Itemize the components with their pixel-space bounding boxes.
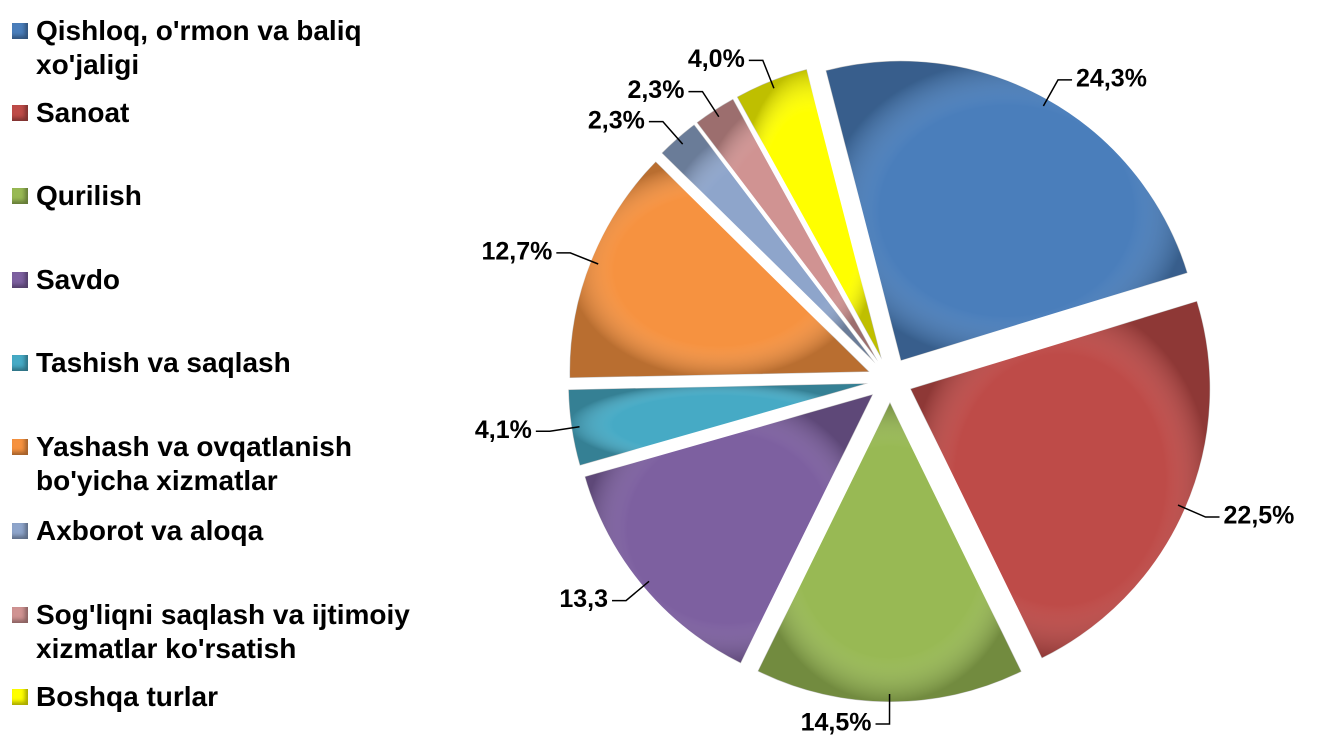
legend-label: Tashish va saqlash (36, 347, 291, 378)
legend-label: Sog'liqni saqlash va ijtimoiy xizmatlar … (36, 599, 410, 664)
data-label: 4,0% (688, 45, 745, 73)
legend-label: Boshqa turlar (36, 681, 219, 712)
legend-label: Axborot va aloqa (36, 515, 264, 546)
data-label: 22,5% (1224, 502, 1295, 530)
legend-label: Qurilish (36, 180, 142, 211)
data-label: 13,3 (559, 585, 608, 613)
legend-swatch (12, 439, 28, 455)
legend-label: Yashash va ovqatlanish bo'yicha xizmatla… (36, 431, 352, 496)
legend-swatch (12, 607, 28, 623)
legend-item: Qishloq, o'rmon va baliq xo'jaligi (12, 14, 442, 82)
legend-item: Boshqa turlar (12, 680, 442, 714)
leader-line (875, 693, 891, 725)
leader-line (748, 59, 775, 89)
legend-swatch (12, 23, 28, 39)
data-label: 2,3% (627, 76, 684, 104)
legend-label: Savdo (36, 264, 121, 295)
legend-item: Qurilish (12, 179, 442, 213)
legend-item: Savdo (12, 263, 442, 297)
legend-item: Sanoat (12, 96, 442, 130)
legend-label: Qishloq, o'rmon va baliq xo'jaligi (36, 15, 362, 80)
data-label: 24,3% (1076, 64, 1147, 92)
legend-swatch (12, 188, 28, 204)
leader-line (1177, 504, 1220, 518)
leader-line (1042, 79, 1073, 107)
legend-label: Sanoat (36, 97, 130, 128)
legend-item: Yashash va ovqatlanish bo'yicha xizmatla… (12, 430, 442, 498)
leader-line (535, 425, 580, 432)
legend-swatch (12, 355, 28, 371)
data-label: 12,7% (481, 238, 552, 266)
legend-item: Axborot va aloqa (12, 514, 442, 548)
pie-slice (825, 60, 1189, 362)
data-label: 4,1% (475, 416, 532, 444)
leader-line (612, 580, 650, 602)
leader-line (556, 252, 599, 265)
leader-line (688, 90, 720, 118)
legend-swatch (12, 272, 28, 288)
legend-item: Tashish va saqlash (12, 346, 442, 380)
legend-swatch (12, 105, 28, 121)
data-label: 14,5% (801, 709, 872, 737)
legend-swatch (12, 523, 28, 539)
leader-line (648, 120, 684, 145)
data-label: 2,3% (588, 106, 645, 134)
legend-item: Sog'liqni saqlash va ijtimoiy xizmatlar … (12, 598, 442, 666)
legend-swatch (12, 689, 28, 705)
